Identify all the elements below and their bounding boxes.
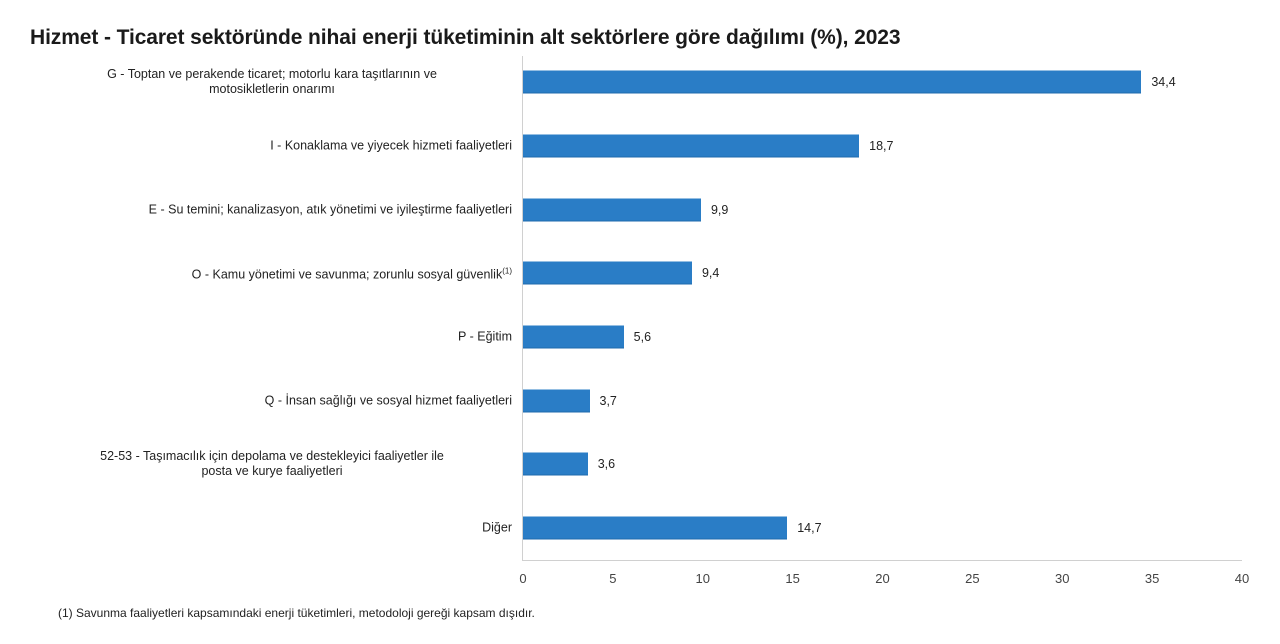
bar (523, 134, 860, 158)
x-tick: 35 (1144, 571, 1160, 586)
x-tick: 0 (519, 571, 527, 586)
bar (523, 198, 701, 222)
category-label-diger: Diğer (482, 520, 512, 535)
y-axis-line (522, 56, 523, 561)
bar (523, 325, 624, 349)
value-label: 18,7 (869, 139, 894, 153)
category-label-g: G - Toptan ve perakende ticaret; motorlu… (107, 67, 437, 96)
x-tick: 5 (609, 571, 617, 586)
bar (523, 261, 692, 285)
chart-title: Hizmet - Ticaret sektöründe nihai enerji… (30, 26, 901, 49)
bar (523, 389, 590, 413)
value-label: 34,4 (1151, 75, 1176, 89)
value-label: 3,6 (597, 457, 616, 471)
category-label-p: P - Eğitim (458, 329, 512, 344)
x-tick: 10 (695, 571, 710, 586)
x-tick: 25 (965, 571, 980, 586)
x-tick: 40 (1234, 571, 1250, 586)
category-label-o: O - Kamu yönetimi ve savunma; zorunlu so… (191, 266, 512, 282)
x-tick: 15 (785, 571, 800, 586)
category-label-i: I - Konaklama ve yiyecek hizmeti faaliye… (270, 138, 512, 153)
bar (523, 516, 788, 540)
bar (523, 452, 588, 476)
x-axis-line (522, 560, 1242, 561)
value-label: 3,7 (599, 394, 617, 408)
category-label-q: Q - İnsan sağlığı ve sosyal hizmet faali… (264, 393, 512, 408)
value-label: 14,7 (797, 521, 822, 535)
category-label-e: E - Su temini; kanalizasyon, atık yöneti… (148, 202, 512, 217)
category-label-52-53: 52-53 - Taşımacılık için depolama ve des… (100, 449, 444, 478)
value-label: 5,6 (633, 330, 652, 344)
value-label: 9,4 (701, 266, 720, 280)
x-tick: 20 (875, 571, 890, 586)
footnote-marker: (1) (502, 266, 512, 276)
value-label: 9,9 (710, 203, 729, 217)
bar (523, 70, 1142, 94)
footnote: (1) Savunma faaliyetleri kapsamındaki en… (58, 606, 535, 620)
x-tick: 30 (1055, 571, 1070, 586)
